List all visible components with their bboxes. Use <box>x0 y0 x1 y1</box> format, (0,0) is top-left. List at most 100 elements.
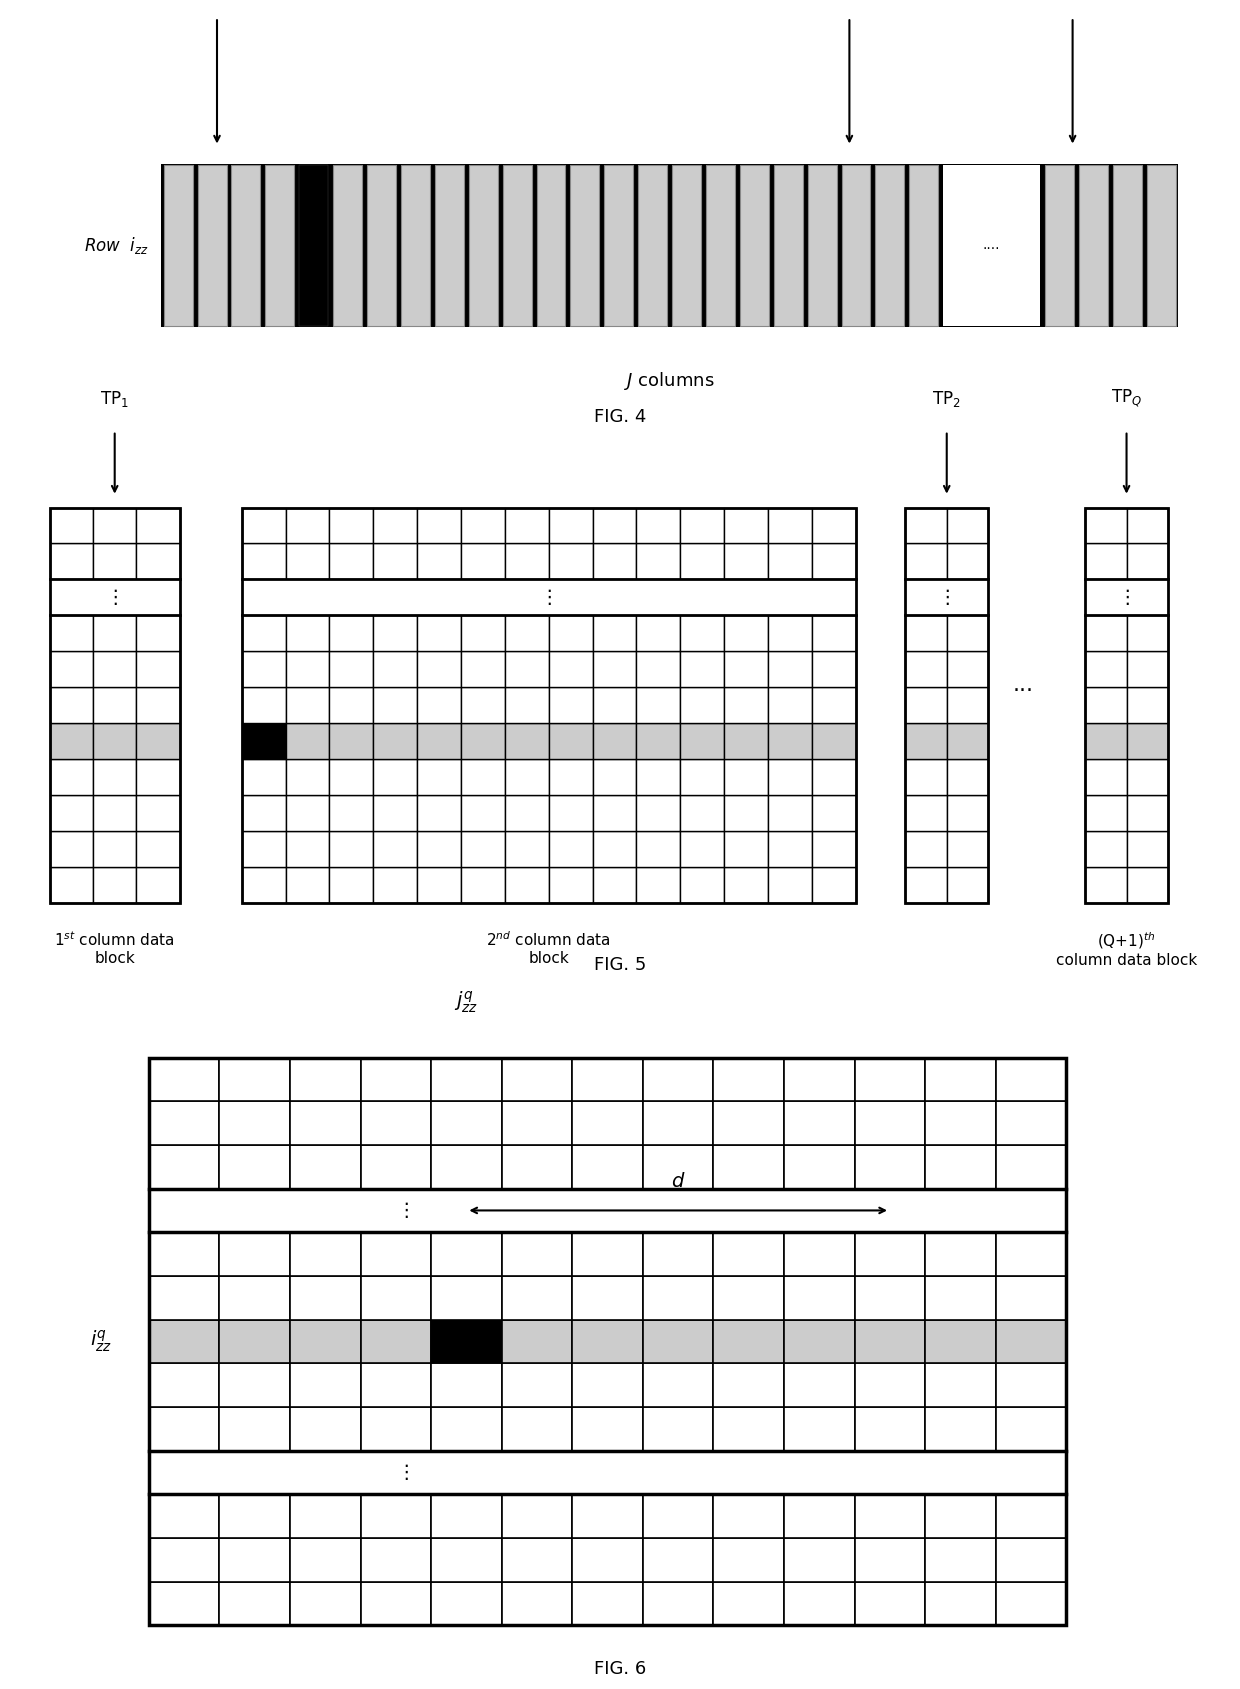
Bar <box>1085 544 1126 579</box>
Bar <box>432 1233 502 1275</box>
Bar <box>242 723 285 758</box>
Bar <box>290 1145 361 1189</box>
Bar <box>642 1319 713 1363</box>
Bar <box>164 164 192 326</box>
Bar <box>593 615 636 652</box>
Text: (Q+1)$^{th}$
column data block: (Q+1)$^{th}$ column data block <box>1056 931 1197 968</box>
Bar <box>242 796 285 831</box>
Bar <box>905 579 988 615</box>
Bar <box>232 164 260 326</box>
Bar <box>1147 164 1176 326</box>
Bar <box>93 866 136 902</box>
Bar <box>947 544 988 579</box>
Bar <box>1112 164 1142 326</box>
Bar <box>1126 723 1168 758</box>
Bar <box>219 1495 290 1539</box>
Bar <box>505 615 549 652</box>
Bar <box>461 723 505 758</box>
Bar <box>242 687 285 723</box>
Bar <box>417 831 461 866</box>
Bar <box>573 1539 642 1581</box>
Bar <box>161 164 1178 328</box>
Bar <box>136 831 180 866</box>
Bar <box>417 758 461 796</box>
Bar <box>285 866 330 902</box>
Bar <box>784 1363 854 1407</box>
Bar <box>361 1101 432 1145</box>
Bar <box>505 652 549 687</box>
Bar <box>593 866 636 902</box>
Bar <box>136 687 180 723</box>
Bar <box>724 507 768 544</box>
Bar <box>573 1319 642 1363</box>
Bar <box>537 164 565 326</box>
Bar <box>149 1189 1066 1233</box>
Bar <box>432 1145 502 1189</box>
Bar <box>549 544 593 579</box>
Bar <box>432 1101 502 1145</box>
Text: ⋮: ⋮ <box>1117 588 1136 606</box>
Bar <box>784 1233 854 1275</box>
Bar <box>361 1495 432 1539</box>
Bar <box>432 1319 502 1363</box>
Bar <box>549 758 593 796</box>
Bar <box>593 758 636 796</box>
Bar <box>242 831 285 866</box>
Bar <box>1079 164 1107 326</box>
Bar <box>807 164 837 326</box>
Bar <box>642 1145 713 1189</box>
Bar <box>636 723 681 758</box>
Bar <box>549 866 593 902</box>
Bar <box>50 544 93 579</box>
Bar <box>285 507 330 544</box>
Text: FIG. 5: FIG. 5 <box>594 956 646 975</box>
Bar <box>461 652 505 687</box>
Bar <box>944 164 1040 326</box>
Bar <box>724 723 768 758</box>
Bar <box>93 687 136 723</box>
Bar <box>505 758 549 796</box>
Bar <box>549 687 593 723</box>
Bar <box>681 652 724 687</box>
Bar <box>573 1407 642 1451</box>
Bar <box>330 615 373 652</box>
Bar <box>285 831 330 866</box>
Bar <box>1085 758 1126 796</box>
Text: ⋮: ⋮ <box>937 588 956 606</box>
Bar <box>812 687 856 723</box>
Bar <box>784 1057 854 1101</box>
Bar <box>784 1495 854 1539</box>
Bar <box>502 1145 573 1189</box>
Bar <box>149 1233 219 1275</box>
Bar <box>713 1539 784 1581</box>
Bar <box>925 1233 996 1275</box>
Bar <box>502 1495 573 1539</box>
Bar <box>149 1319 219 1363</box>
Bar <box>724 615 768 652</box>
Bar <box>812 831 856 866</box>
Bar <box>50 831 93 866</box>
Bar <box>50 652 93 687</box>
Bar <box>285 687 330 723</box>
Bar <box>681 831 724 866</box>
Bar <box>905 507 988 902</box>
Bar <box>361 1319 432 1363</box>
Bar <box>502 1539 573 1581</box>
Bar <box>93 796 136 831</box>
Bar <box>905 544 947 579</box>
Bar <box>812 723 856 758</box>
Text: TP$_Q$: TP$_Q$ <box>1111 387 1142 409</box>
Bar <box>905 615 947 652</box>
Bar <box>713 1363 784 1407</box>
Bar <box>149 1275 219 1319</box>
Bar <box>149 1407 219 1451</box>
Bar <box>768 866 812 902</box>
Bar <box>996 1363 1066 1407</box>
Bar <box>219 1233 290 1275</box>
Bar <box>996 1057 1066 1101</box>
Bar <box>925 1581 996 1625</box>
Bar <box>549 615 593 652</box>
Bar <box>502 1233 573 1275</box>
Text: 2$^{nd}$ column data
block: 2$^{nd}$ column data block <box>486 931 611 966</box>
Bar <box>925 1145 996 1189</box>
